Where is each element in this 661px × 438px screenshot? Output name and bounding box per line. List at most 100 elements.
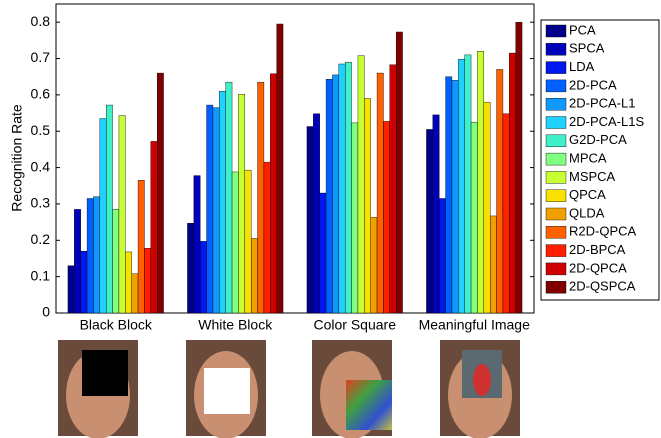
face xyxy=(440,340,520,438)
bar xyxy=(213,108,219,313)
y-tick-label: 0.4 xyxy=(31,158,51,174)
legend-swatch xyxy=(546,135,566,147)
bar xyxy=(125,252,131,313)
y-tick-label: 0 xyxy=(42,304,50,320)
bar xyxy=(74,209,80,313)
bar xyxy=(232,172,238,313)
bar xyxy=(358,56,364,313)
bar xyxy=(446,77,452,313)
bar xyxy=(326,79,332,313)
bar xyxy=(226,82,232,313)
face xyxy=(58,340,138,438)
bar xyxy=(264,162,270,313)
bar xyxy=(87,198,93,313)
bar xyxy=(377,73,383,313)
legend-label: MSPCA xyxy=(569,169,616,184)
bar xyxy=(119,116,125,313)
y-tick-label: 0.5 xyxy=(31,122,51,138)
bar xyxy=(151,141,157,313)
y-axis-label: Recognition Rate xyxy=(9,104,25,212)
bar xyxy=(307,127,313,313)
legend-label: QLDA xyxy=(569,205,605,220)
bar xyxy=(194,176,200,313)
bar xyxy=(187,223,193,313)
chart: Recognition Rate 0 0.1 0.2 0.3 0.4 0.5 0.6 0.7 0… xyxy=(0,0,661,438)
legend-label: 2D-PCA xyxy=(569,77,617,92)
face xyxy=(312,340,392,438)
legend-swatch xyxy=(546,245,566,257)
bar xyxy=(258,82,264,313)
bar xyxy=(465,55,471,313)
bar xyxy=(396,32,402,313)
bar xyxy=(458,59,464,313)
bar xyxy=(471,122,477,313)
legend-label: 2D-QPCA xyxy=(569,260,627,275)
y-tick-label: 0.3 xyxy=(31,195,51,211)
legend-label: MPCA xyxy=(569,151,607,166)
bar xyxy=(81,251,87,313)
legend-label: SPCA xyxy=(569,41,605,56)
bar xyxy=(484,102,490,313)
y-tick-label: 0.8 xyxy=(31,13,51,29)
legend-swatch xyxy=(546,98,566,110)
bar xyxy=(277,24,283,313)
bar xyxy=(200,241,206,313)
y-tick-label: 0.1 xyxy=(31,267,51,283)
legend-swatch xyxy=(546,62,566,74)
x-tick-label: Color Square xyxy=(314,317,397,333)
y-tick-label: 0.2 xyxy=(31,231,51,247)
legend-swatch xyxy=(546,263,566,275)
bar xyxy=(439,198,445,313)
x-tick-label: Meaningful Image xyxy=(419,317,531,333)
face-images xyxy=(58,340,520,438)
legend-swatch xyxy=(546,208,566,220)
bar xyxy=(516,22,522,313)
bar xyxy=(497,69,503,313)
bar xyxy=(371,217,377,313)
bar xyxy=(93,197,99,313)
bar xyxy=(144,248,150,313)
bar xyxy=(433,115,439,313)
bar xyxy=(113,209,119,313)
legend-swatch xyxy=(546,281,566,293)
bar xyxy=(390,65,396,313)
bar xyxy=(132,274,138,313)
bar xyxy=(219,91,225,313)
legend-label: QPCA xyxy=(569,187,606,202)
legend-swatch xyxy=(546,43,566,55)
bar xyxy=(426,129,432,313)
bar xyxy=(238,94,244,313)
bar xyxy=(345,62,351,313)
legend-label: LDA xyxy=(569,59,595,74)
bar xyxy=(313,114,319,313)
bar xyxy=(138,180,144,313)
bar xyxy=(383,121,389,313)
bar xyxy=(106,105,112,313)
legend-swatch xyxy=(546,80,566,92)
legend-swatch xyxy=(546,171,566,183)
legend-label: PCA xyxy=(569,22,596,37)
bar xyxy=(352,123,358,313)
legend-swatch xyxy=(546,117,566,129)
legend-swatch xyxy=(546,153,566,165)
bar xyxy=(452,80,458,313)
bar xyxy=(100,119,106,313)
face xyxy=(186,340,266,438)
x-tick-label: Black Block xyxy=(80,317,153,333)
y-tick-label: 0.6 xyxy=(31,86,51,102)
legend-label: 2D-QSPCA xyxy=(569,279,636,294)
legend-swatch xyxy=(546,226,566,238)
bar xyxy=(251,238,257,313)
bar xyxy=(332,75,338,313)
x-tick-label: White Block xyxy=(198,317,273,333)
legend-label: 2D-BPCA xyxy=(569,242,626,257)
legend-swatch xyxy=(546,190,566,202)
bar xyxy=(339,64,345,313)
legend-label: 2D-PCA-L1S xyxy=(569,114,644,129)
bar xyxy=(320,193,326,313)
y-tick-label: 0.7 xyxy=(31,49,51,65)
bar xyxy=(364,99,370,313)
legend-label: G2D-PCA xyxy=(569,132,627,147)
legend-label: R2D-QPCA xyxy=(569,224,637,239)
bar xyxy=(68,266,74,313)
